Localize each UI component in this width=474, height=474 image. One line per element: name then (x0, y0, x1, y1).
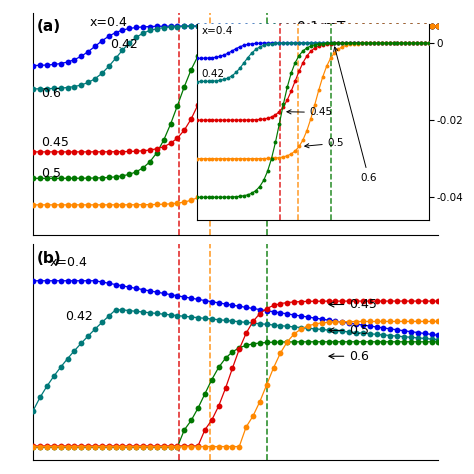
Text: 0.6: 0.6 (41, 87, 61, 100)
Text: 0.45: 0.45 (287, 108, 333, 118)
Text: 0.6: 0.6 (329, 350, 369, 363)
Text: 0.45: 0.45 (41, 136, 69, 149)
Text: 0.5: 0.5 (305, 138, 344, 148)
Text: 0.45: 0.45 (329, 298, 377, 311)
Text: 0.42: 0.42 (65, 310, 93, 323)
Text: 0.42: 0.42 (110, 38, 138, 51)
Text: 0.5: 0.5 (41, 167, 61, 180)
Text: (b): (b) (37, 251, 62, 265)
Text: x=0.4: x=0.4 (201, 26, 233, 36)
Text: 0.1 mT: 0.1 mT (297, 19, 345, 34)
Text: 0.42: 0.42 (201, 69, 225, 79)
Text: x=0.4: x=0.4 (90, 16, 128, 29)
Text: 0.6: 0.6 (334, 47, 377, 183)
Text: 0.5: 0.5 (329, 324, 369, 337)
Text: (a): (a) (37, 19, 61, 35)
Text: x=0.4: x=0.4 (49, 255, 87, 269)
